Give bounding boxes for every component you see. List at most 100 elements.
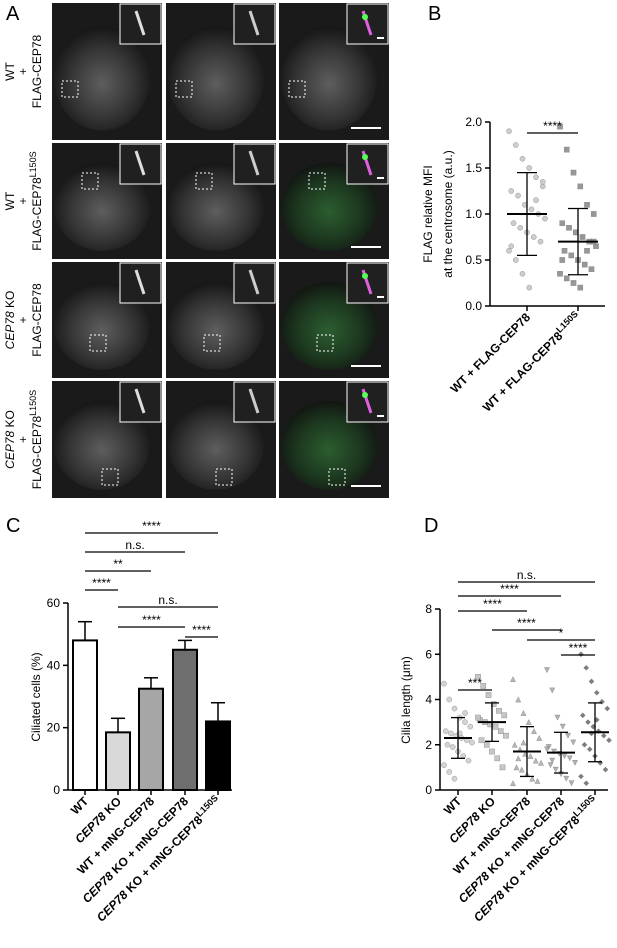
row-label-part: FLAG-CEP78 <box>30 416 44 490</box>
inset-centrosome <box>362 273 368 279</box>
cell <box>168 400 264 490</box>
y-axis-label: Cilia length (μm) <box>399 656 413 744</box>
row-label: + <box>16 316 30 323</box>
data-point <box>515 755 522 762</box>
data-point <box>561 753 568 760</box>
cell <box>281 162 377 251</box>
data-point <box>602 766 609 773</box>
data-point <box>539 178 546 185</box>
data-point <box>494 755 501 762</box>
bar <box>172 648 198 791</box>
panel-label: A <box>6 3 20 25</box>
data-point <box>584 247 590 254</box>
data-point <box>537 238 544 245</box>
inset-cilium <box>248 388 260 414</box>
data-point <box>492 723 499 730</box>
roi-box <box>61 80 79 98</box>
data-point <box>513 764 520 771</box>
y-tick-label: 0.5 <box>465 253 482 267</box>
data-point <box>496 708 502 714</box>
row-label-part: KO <box>3 291 17 312</box>
data-point <box>588 678 595 685</box>
y-tick-label: 2.0 <box>465 115 482 129</box>
data-point <box>451 775 458 782</box>
data-point <box>577 183 584 190</box>
data-point <box>563 146 570 153</box>
data-point <box>599 698 605 705</box>
bar <box>205 720 231 792</box>
x-tick-label: WT <box>68 794 92 818</box>
x-tick-label-part: L150S <box>194 793 220 819</box>
inset-centrosome <box>362 392 368 398</box>
significance-label: **** <box>569 641 588 655</box>
row-label: + <box>16 68 30 75</box>
roi-box <box>288 80 306 98</box>
data-point <box>579 234 586 240</box>
panel-label: B <box>428 3 441 25</box>
row-label-part: WT <box>3 191 17 210</box>
data-point <box>577 284 584 291</box>
row-label-part: CEP78 <box>3 431 17 469</box>
row-label: CEP78 KO <box>3 291 17 350</box>
data-point <box>544 746 550 753</box>
data-point <box>465 757 472 764</box>
data-point <box>462 719 468 725</box>
row-label: + <box>16 436 30 443</box>
data-point <box>462 710 468 716</box>
data-point <box>520 710 527 716</box>
data-point <box>570 739 577 746</box>
data-point <box>444 741 451 748</box>
significance-label: **** <box>142 613 161 627</box>
data-point <box>510 780 516 787</box>
data-point <box>515 192 521 199</box>
row-label: FLAG-CEP78 <box>30 283 44 357</box>
data-point <box>446 696 453 703</box>
significance-label: **** <box>92 576 111 590</box>
roi-box <box>81 172 99 190</box>
data-point <box>499 764 506 771</box>
cell <box>168 281 264 370</box>
roi-box <box>215 468 233 486</box>
data-point <box>442 728 449 734</box>
significance-label: n.s. <box>158 593 177 607</box>
x-tick-label-part: WT <box>441 794 465 818</box>
data-point <box>559 220 566 227</box>
data-point <box>570 280 577 286</box>
data-point <box>503 732 509 739</box>
data-point <box>467 723 474 730</box>
data-point <box>563 275 570 282</box>
row-label-part: KO <box>3 410 17 431</box>
y-tick-label: 20 <box>47 721 61 735</box>
significance-label: **** <box>517 616 536 630</box>
data-point <box>568 780 575 787</box>
data-point <box>475 674 481 680</box>
significance-label: **** <box>543 119 562 133</box>
x-tick-label: WT <box>441 794 465 818</box>
significance-label: *** <box>468 676 482 690</box>
row-label-part: + <box>16 68 30 75</box>
data-point <box>559 723 566 730</box>
inset-cilium <box>134 10 146 36</box>
inset-cilium <box>134 269 146 295</box>
data-point <box>606 737 612 744</box>
significance-label: * <box>559 626 564 640</box>
data-point <box>534 777 541 784</box>
significance-label: n.s. <box>517 568 536 582</box>
data-point <box>533 174 539 180</box>
data-point <box>511 741 518 748</box>
data-point <box>508 243 515 249</box>
data-point <box>536 734 543 741</box>
x-tick-label-part: L150S <box>571 793 597 819</box>
data-point <box>512 142 519 148</box>
row-label: FLAG-CEP78 <box>30 34 44 108</box>
significance-label: **** <box>142 519 161 533</box>
data-point <box>538 759 544 766</box>
data-point <box>531 728 537 734</box>
y-tick-label: 60 <box>47 596 61 610</box>
cell <box>54 400 150 490</box>
data-point <box>551 748 557 755</box>
data-point <box>590 211 597 217</box>
data-point <box>451 705 458 712</box>
data-point <box>529 775 536 782</box>
y-tick-label: 0.0 <box>465 299 482 313</box>
